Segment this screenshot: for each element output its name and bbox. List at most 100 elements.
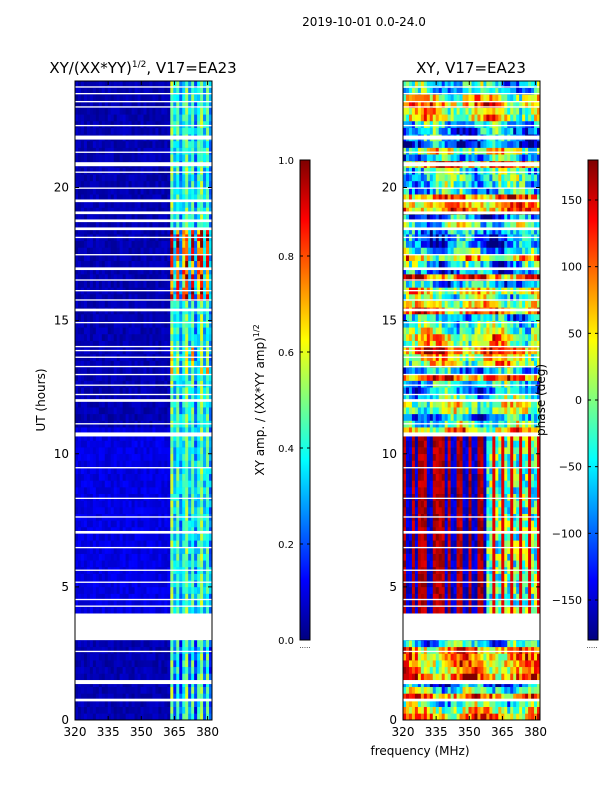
- amplitude-cell: [152, 267, 156, 275]
- phase-cell: [504, 660, 508, 668]
- amplitude-cell: [143, 646, 147, 654]
- amplitude-cell: [155, 247, 159, 255]
- amplitude-cell: [119, 227, 123, 235]
- amplitude-cell: [101, 393, 106, 401]
- amplitude-cell: [185, 254, 189, 262]
- amplitude-cell: [197, 247, 201, 255]
- amplitude-cell: [125, 327, 129, 335]
- y-tick-label: 20: [54, 181, 69, 195]
- amplitude-cell: [206, 473, 210, 481]
- phase-cell: [501, 666, 505, 674]
- amplitude-cell: [203, 493, 207, 501]
- amplitude-cell: [128, 520, 132, 528]
- amplitude-cell: [86, 154, 91, 162]
- amplitude-cell: [89, 274, 94, 281]
- amplitude-cell: [113, 167, 117, 175]
- amplitude-cell: [122, 407, 126, 415]
- amplitude-cell: [128, 267, 132, 275]
- phase-cell: [507, 713, 511, 720]
- amplitude-cell: [179, 100, 183, 108]
- amplitude-cell: [149, 120, 153, 128]
- amplitude-cell: [122, 580, 126, 588]
- phase-cell: [444, 713, 448, 720]
- amplitude-cell: [170, 507, 174, 514]
- phase-cell: [423, 646, 428, 654]
- amplitude-cell: [119, 187, 123, 195]
- phase-cell: [408, 693, 413, 701]
- amplitude-cell: [137, 586, 141, 594]
- phase-cell: [528, 693, 532, 701]
- amplitude-cell: [179, 280, 183, 288]
- amplitude-cell: [122, 333, 126, 341]
- amplitude-cell: [122, 666, 126, 674]
- phase-cell: [486, 673, 490, 681]
- amplitude-cell: [185, 686, 189, 694]
- amplitude-cell: [167, 127, 171, 135]
- amplitude-cell: [200, 207, 204, 215]
- colorbar-tick-label: 1.0: [278, 156, 294, 167]
- amplitude-cell: [200, 167, 204, 175]
- amplitude-cell: [179, 294, 183, 301]
- phase-cell: [534, 706, 538, 714]
- amplitude-cell: [140, 367, 144, 375]
- amplitude-cell: [161, 593, 165, 601]
- amplitude-cell: [77, 580, 82, 588]
- phase-cell: [477, 693, 481, 701]
- amplitude-cell: [197, 453, 201, 461]
- amplitude-cell: [116, 693, 120, 701]
- amplitude-cell: [128, 440, 132, 448]
- amplitude-cell: [89, 447, 94, 455]
- amplitude-cell: [179, 447, 183, 455]
- amplitude-cell: [125, 360, 129, 368]
- amplitude-cell: [107, 553, 112, 561]
- amplitude-cell: [155, 460, 159, 468]
- amplitude-cell: [92, 693, 97, 701]
- amplitude-cell: [131, 526, 135, 534]
- amplitude-cell: [86, 560, 91, 568]
- amplitude-cell: [161, 440, 165, 448]
- amplitude-cell: [167, 473, 171, 481]
- amplitude-cell: [209, 81, 212, 88]
- amplitude-cell: [83, 593, 88, 601]
- amplitude-cell: [75, 407, 79, 415]
- amplitude-cell: [164, 340, 168, 348]
- amplitude-cell: [131, 167, 135, 175]
- amplitude-cell: [191, 320, 195, 328]
- amplitude-cell: [191, 533, 195, 541]
- amplitude-cell: [161, 360, 165, 368]
- amplitude-cell: [134, 320, 138, 328]
- amplitude-cell: [152, 94, 156, 102]
- amplitude-cell: [176, 300, 180, 308]
- amplitude-cell: [110, 560, 115, 568]
- amplitude-cell: [75, 300, 79, 308]
- amplitude-cell: [140, 453, 144, 461]
- amplitude-cell: [86, 660, 91, 668]
- amplitude-cell: [188, 194, 192, 202]
- amplitude-cell: [92, 460, 97, 468]
- amplitude-cell: [131, 240, 135, 248]
- amplitude-cell: [116, 94, 120, 102]
- amplitude-cell: [128, 180, 132, 188]
- amplitude-cell: [206, 87, 210, 95]
- amplitude-cell: [131, 154, 135, 162]
- phase-cell: [403, 700, 407, 707]
- amplitude-cell: [95, 100, 100, 108]
- amplitude-cell: [107, 380, 112, 388]
- amplitude-cell: [149, 380, 153, 388]
- amplitude-cell: [119, 560, 123, 568]
- amplitude-cell: [125, 487, 129, 494]
- phase-cell: [435, 646, 440, 654]
- colorbar-tick-label: 0.6: [278, 348, 294, 359]
- amplitude-cell: [125, 81, 129, 88]
- amplitude-cell: [83, 100, 88, 108]
- amplitude-cell: [161, 320, 165, 328]
- amplitude-cell: [122, 167, 126, 175]
- phase-cell: [498, 660, 502, 668]
- amplitude-cell: [125, 673, 129, 681]
- amplitude-cell: [131, 100, 135, 108]
- phase-cell: [498, 673, 502, 681]
- amplitude-cell: [182, 367, 186, 375]
- amplitude-cell: [191, 360, 195, 368]
- amplitude-cell: [149, 480, 153, 488]
- amplitude-cell: [80, 447, 85, 455]
